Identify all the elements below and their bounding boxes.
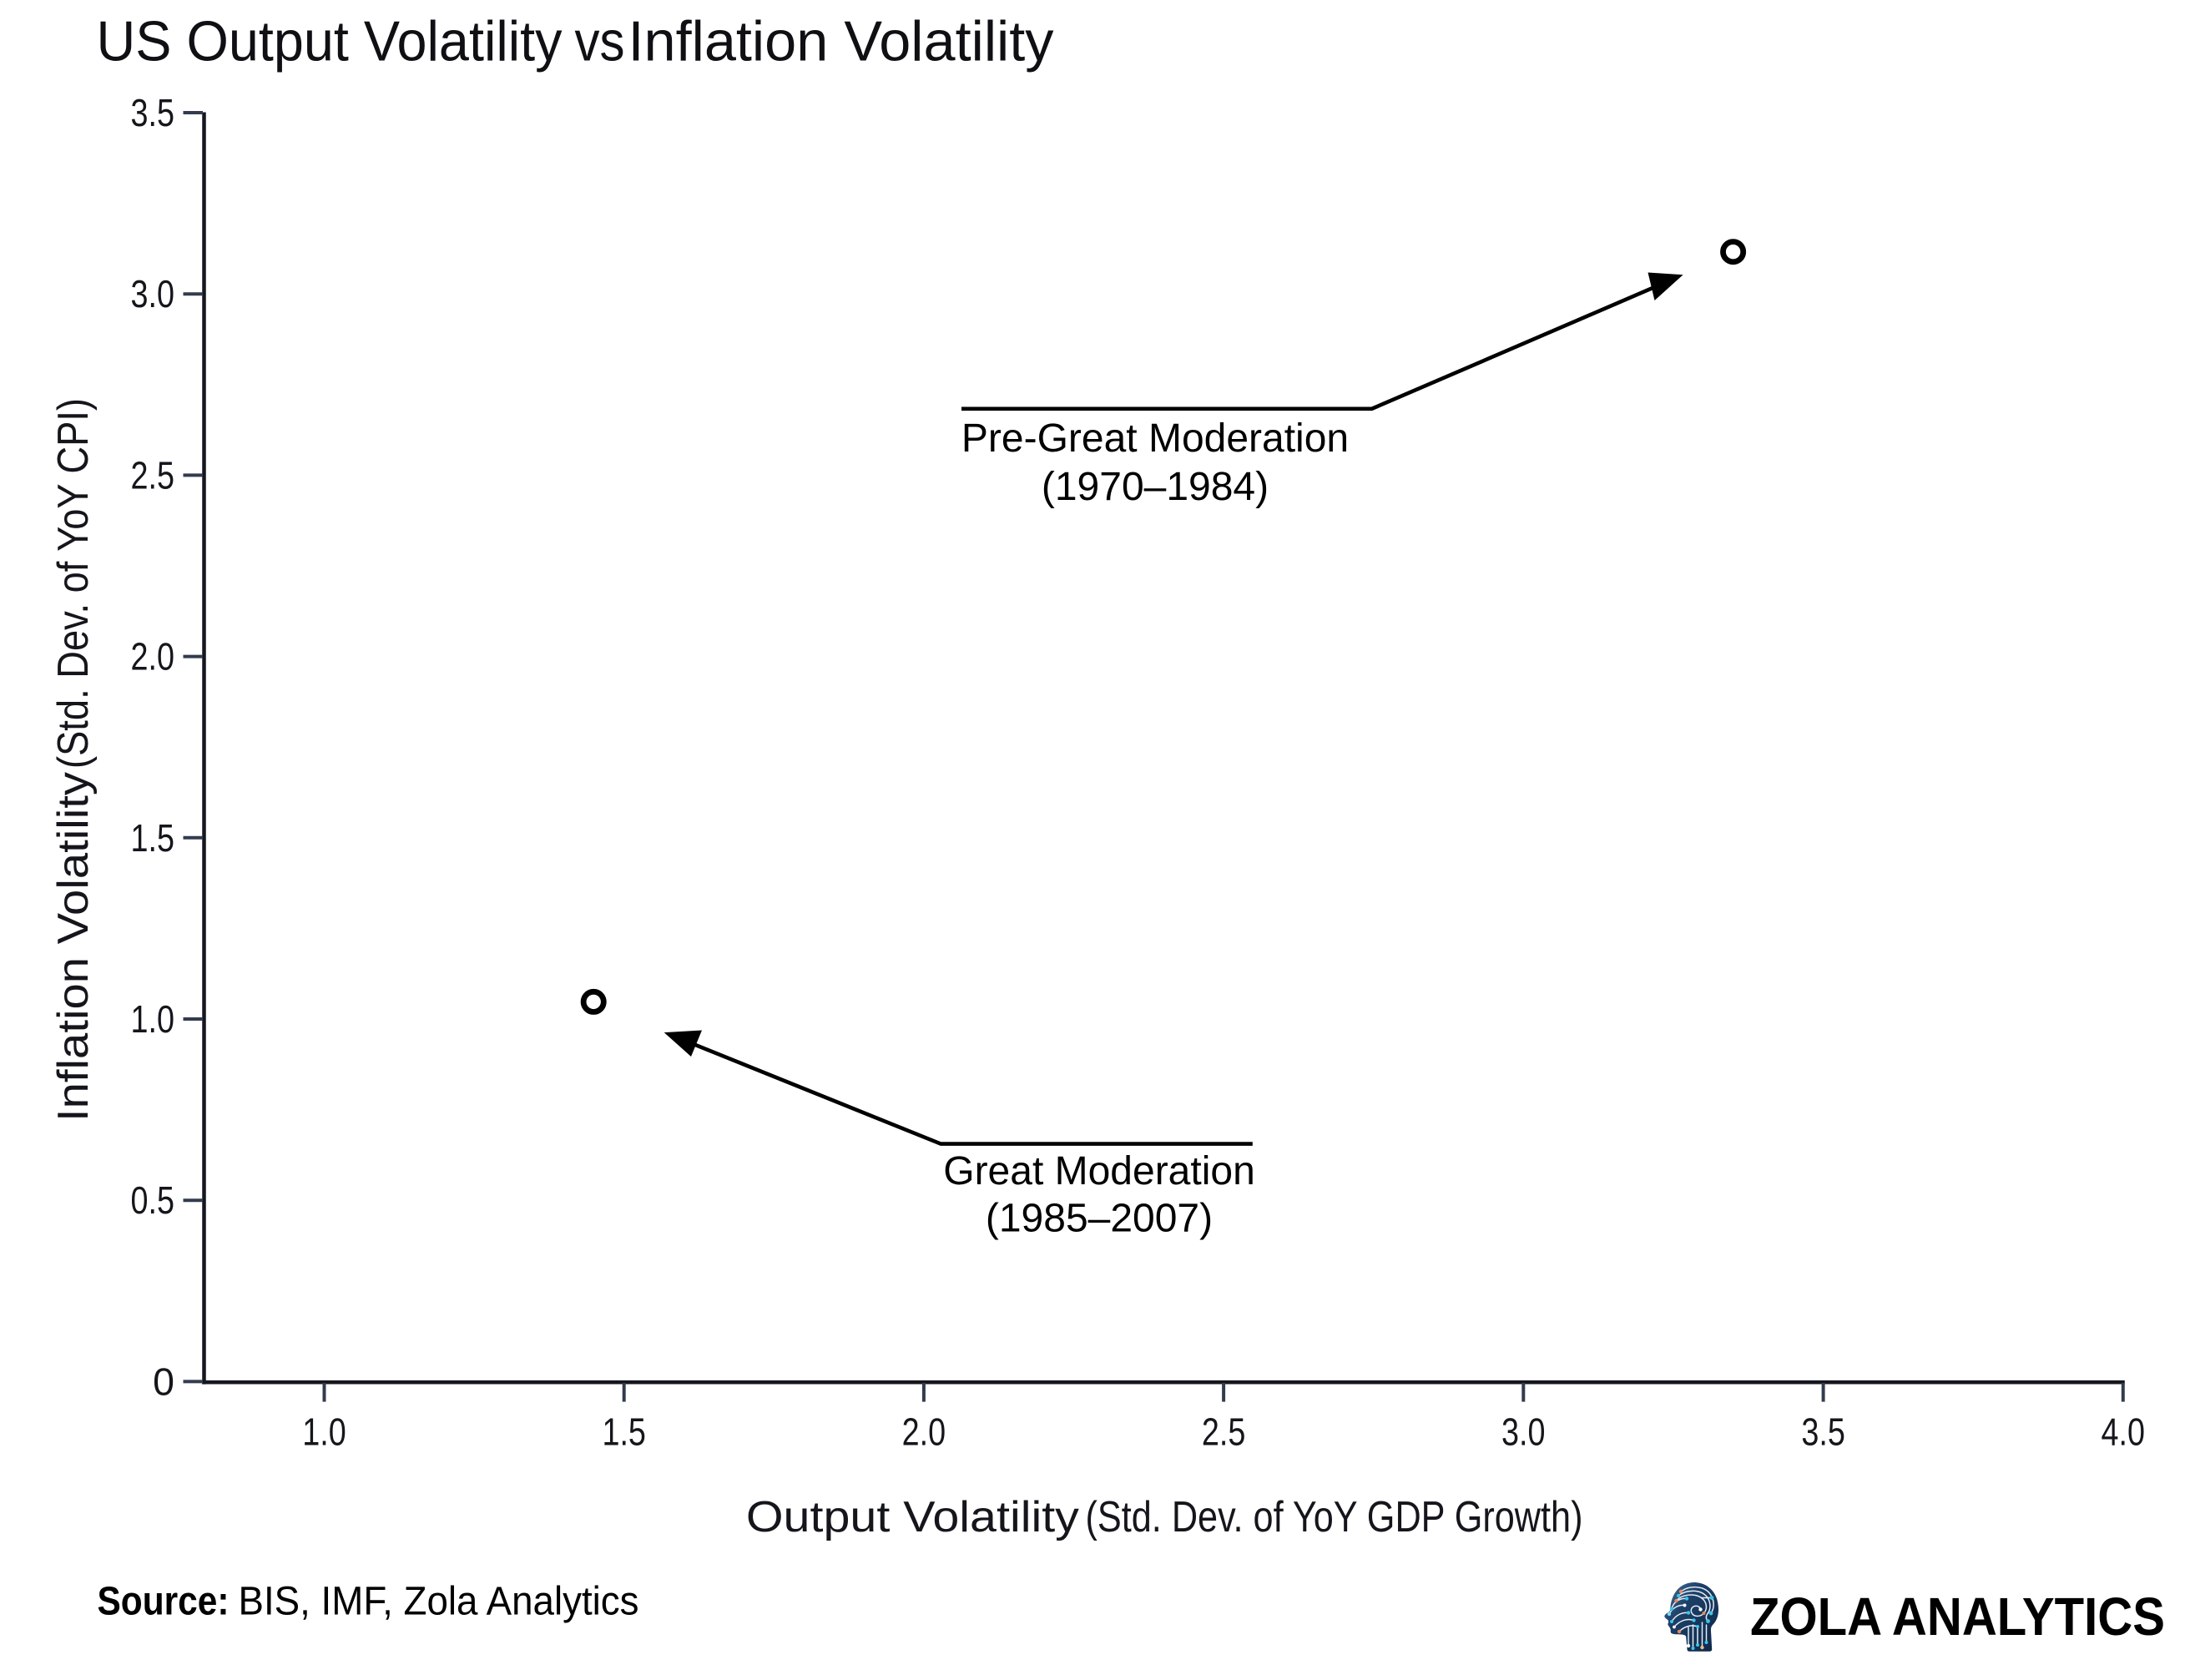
svg-text:Pre-Great Moderation: Pre-Great Moderation bbox=[961, 416, 1349, 461]
svg-text:3.5: 3.5 bbox=[131, 91, 175, 134]
svg-text:2.5: 2.5 bbox=[131, 453, 175, 497]
svg-text:1.0: 1.0 bbox=[302, 1410, 346, 1454]
svg-text:0.5: 0.5 bbox=[131, 1178, 175, 1222]
svg-text:2.0: 2.0 bbox=[902, 1410, 946, 1454]
svg-text:4.0: 4.0 bbox=[2102, 1410, 2146, 1454]
svg-text:(1985–2007): (1985–2007) bbox=[986, 1197, 1213, 1241]
svg-text:Inflation Volatility: Inflation Volatility bbox=[49, 771, 98, 1122]
svg-text:3.0: 3.0 bbox=[1501, 1410, 1546, 1454]
svg-text:Output Volatility: Output Volatility bbox=[746, 1493, 1080, 1541]
svg-text:(Std. Dev. of YoY GDP Growth): (Std. Dev. of YoY GDP Growth) bbox=[1086, 1493, 1583, 1541]
svg-text:1.0: 1.0 bbox=[131, 997, 175, 1041]
svg-text:BIS, IMF, Zola Analytics: BIS, IMF, Zola Analytics bbox=[239, 1579, 639, 1624]
svg-text:Source:: Source: bbox=[98, 1579, 230, 1624]
svg-text:Inflation Volatility: Inflation Volatility bbox=[628, 11, 1054, 73]
svg-text:3.5: 3.5 bbox=[1801, 1410, 1845, 1454]
svg-text:2.5: 2.5 bbox=[1202, 1410, 1246, 1454]
svg-text:(Std. Dev. of YoY CPI): (Std. Dev. of YoY CPI) bbox=[49, 398, 98, 769]
svg-text:1.5: 1.5 bbox=[131, 816, 175, 860]
svg-text:1.5: 1.5 bbox=[602, 1410, 646, 1454]
svg-text:3.0: 3.0 bbox=[131, 272, 175, 315]
svg-text:Great Moderation: Great Moderation bbox=[943, 1149, 1255, 1193]
svg-text:vs: vs bbox=[575, 11, 625, 73]
svg-text:ZOLA ANALYTICS: ZOLA ANALYTICS bbox=[1750, 1587, 2165, 1647]
svg-text:(1970–1984): (1970–1984) bbox=[1042, 465, 1269, 509]
svg-text:US Output Volatility: US Output Volatility bbox=[97, 11, 563, 73]
svg-text:2.0: 2.0 bbox=[131, 635, 175, 679]
svg-text:0: 0 bbox=[153, 1360, 174, 1403]
